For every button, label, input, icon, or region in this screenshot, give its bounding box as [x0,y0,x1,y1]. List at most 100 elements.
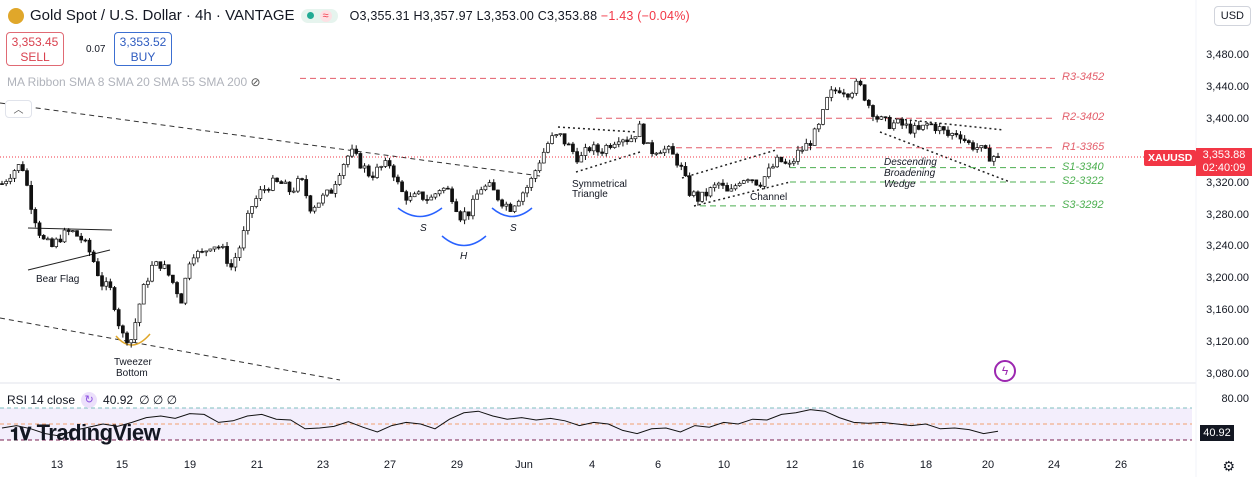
candle-down [91,251,96,262]
time-axis-label: 26 [1114,459,1128,471]
candle-down [962,138,967,141]
candle-down [358,153,363,169]
bottom-label: Bottom [116,368,148,379]
support-resistance-levels [300,77,1055,207]
rsi-value: 40.92 [103,393,134,407]
candle-up [850,92,854,98]
candle-up [579,155,584,163]
candle-up [804,143,809,151]
tradingview-watermark: 𝟏𝐕 TradingView [10,420,161,445]
candle-down [29,185,34,210]
candle-down [887,116,892,129]
candle-up [896,118,900,124]
candle-up [616,141,621,145]
candle-up [787,162,792,165]
buy-button[interactable]: 3,353.52 BUY [114,32,172,66]
bolt-icon[interactable]: ϟ [994,360,1016,382]
currency-select[interactable]: USD [1213,6,1251,26]
candle-down [66,229,71,232]
candle-up [646,142,650,144]
candle-down [179,293,184,304]
market-open-icon [306,12,314,19]
time-axis-label: 12 [785,459,799,471]
candle-down [866,99,871,106]
candle-up [912,125,917,134]
candle-down [171,274,175,283]
sell-button[interactable]: 3,353.45 SELL [6,32,64,66]
candle-up [104,281,109,287]
candle-down [33,209,38,224]
candle-up [516,200,521,207]
candles [0,78,1000,348]
candle-up [196,251,200,259]
candle-down [987,148,992,162]
candle-up [337,175,342,185]
candle-down [95,261,100,277]
rsi-legend[interactable]: RSI 14 close ↻ 40.92 ∅ ∅ ∅ [7,392,177,408]
market-status[interactable]: ≈ [300,8,338,23]
candle-down [958,134,963,140]
candle-up [221,246,225,248]
candle-down [225,246,229,264]
indicator-legend[interactable]: MA Ribbon SMA 8 SMA 20 SMA 55 SMA 200 ⊘ [7,75,261,89]
candle-up [412,193,417,198]
candle-up [925,123,930,126]
candle-up [666,146,671,150]
time-axis-label: Jun [515,459,533,471]
time-axis-label: 16 [851,459,865,471]
time-axis-label: 6 [654,459,662,471]
candle-down [287,181,292,193]
candle-up [246,212,250,231]
candle-down [704,191,709,197]
hidden-eye-icon[interactable]: ⊘ [250,75,261,89]
collapse-legend-button[interactable]: ︿ [5,100,32,118]
candle-down [496,189,500,201]
price-axis-label: 3,280.00 [1206,208,1249,221]
candle-up [825,97,829,110]
time-axis-label: 19 [183,459,197,471]
candle-down [641,123,646,144]
candle-up [233,257,238,268]
candle-up [362,165,367,169]
refresh-icon[interactable]: ↻ [81,392,98,408]
candle-up [583,147,588,156]
time-axis-label: 15 [115,459,129,471]
candle-up [433,193,438,198]
candle-down [404,191,409,201]
candle-down [100,275,104,287]
candle-down [929,123,934,126]
candle-down [508,203,513,212]
candle-down [83,239,88,242]
candle-up [854,80,859,94]
candle-down [58,238,63,243]
candle-down [971,142,975,150]
time-axis-label: 13 [50,459,64,471]
candle-down [458,211,463,221]
candle-down [783,161,788,164]
level-label: S2-3322 [1062,175,1104,187]
candle-up [416,191,421,195]
candle-up [483,185,488,191]
candle-up [291,190,296,193]
candle-up [346,155,350,165]
candle-down [841,92,846,95]
price-axis-label: 3,440.00 [1206,80,1249,93]
candle-up [350,148,354,157]
candle-up [12,170,17,179]
candle-up [521,192,525,202]
settings-gear-icon[interactable]: ⚙ [1222,458,1235,474]
candle-down [216,246,221,249]
candle-up [904,123,909,126]
symbol-title[interactable]: Gold Spot / U.S. Dollar · 4h · VANTAGE [30,7,295,24]
candle-down [125,332,129,344]
candle-down [933,123,938,132]
time-axis-label: 23 [316,459,330,471]
candle-up [16,164,21,171]
candle-up [237,247,242,258]
candle-up [296,178,300,192]
candle-up [529,178,534,188]
candle-down [50,238,54,247]
candle-up [891,122,896,129]
candle-down [946,129,950,136]
